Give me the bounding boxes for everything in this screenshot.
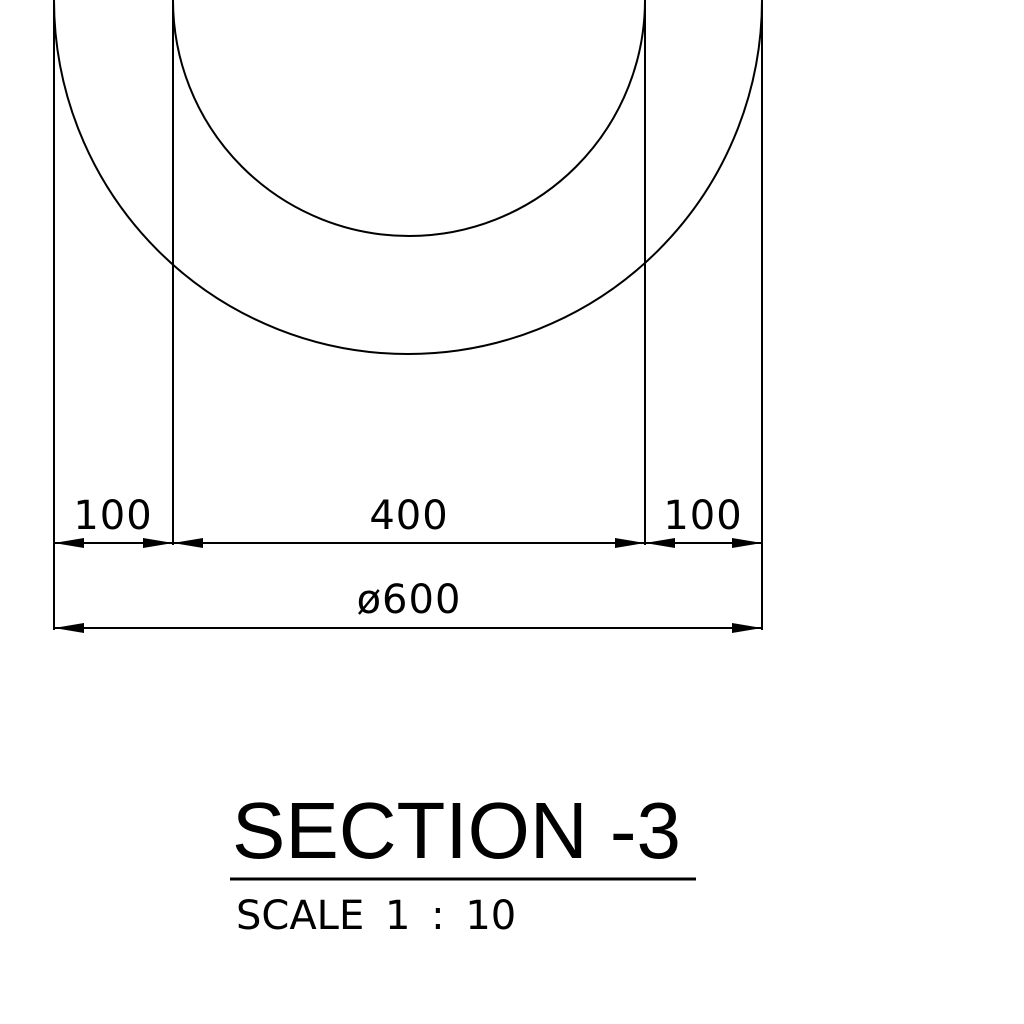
dimension-left-wall: 100 xyxy=(73,493,152,539)
arrowhead xyxy=(732,538,762,548)
arrowhead xyxy=(615,538,645,548)
dimension-inner: 400 xyxy=(369,493,448,539)
outer-circle-arc xyxy=(53,0,763,355)
arrowhead xyxy=(54,538,84,548)
section-title: SECTION -3 xyxy=(232,786,681,875)
inner-circle-arc xyxy=(172,0,646,237)
arrowhead xyxy=(143,538,173,548)
arrowhead xyxy=(732,623,762,633)
scale-label: SCALE 1 : 10 xyxy=(236,893,516,939)
dimension-outer-diameter: ø600 xyxy=(357,577,462,623)
arrowhead xyxy=(54,623,84,633)
arrowhead xyxy=(173,538,203,548)
arrowhead xyxy=(645,538,675,548)
dimension-right-wall: 100 xyxy=(663,493,742,539)
